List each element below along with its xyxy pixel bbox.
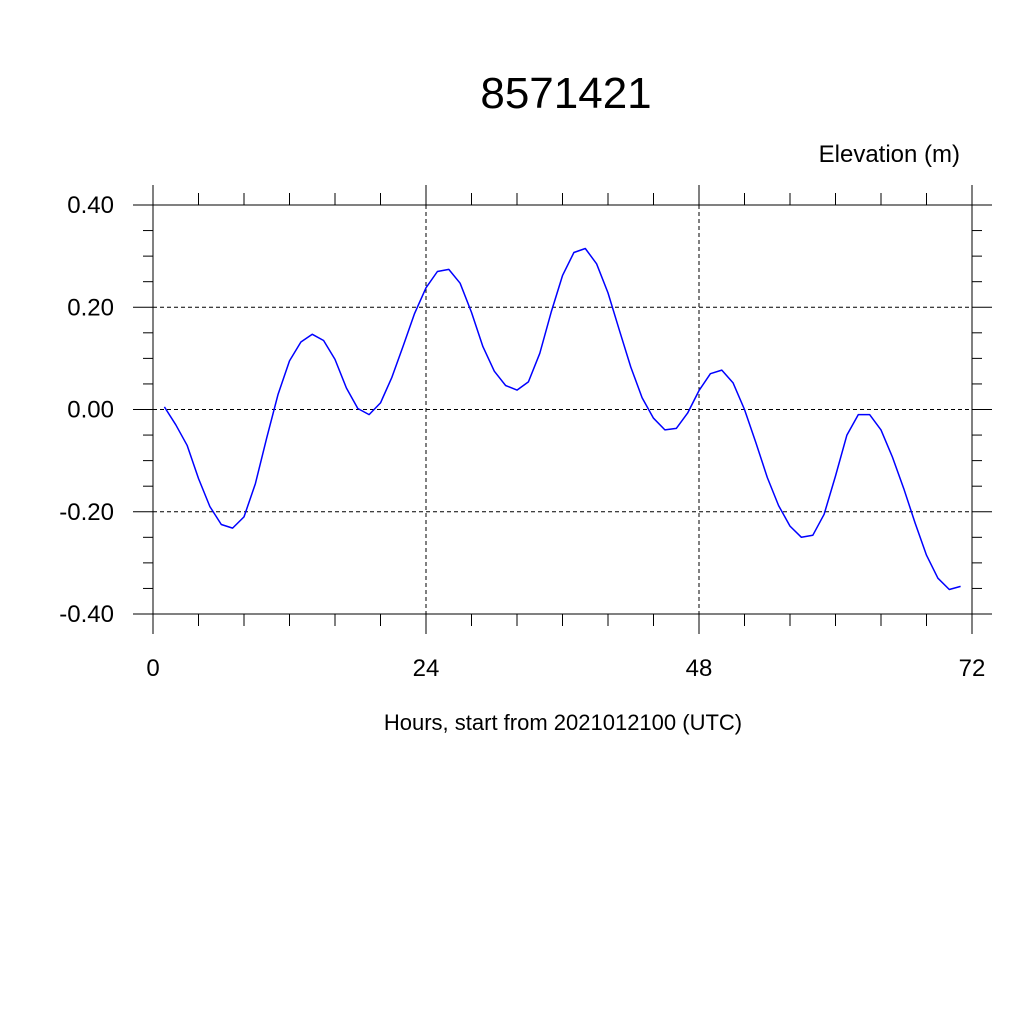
y-tick-labels: -0.40 -0.20 0.00 0.20 0.40: [59, 192, 114, 628]
y-unit-label: Elevation (m): [819, 141, 960, 168]
y-tick-label: -0.40: [59, 601, 114, 628]
y-tick-label: -0.20: [59, 499, 114, 526]
y-tick-label: 0.00: [67, 397, 114, 424]
series-line-0: [163, 247, 961, 591]
x-tick-label: 0: [146, 655, 159, 682]
series-layer: [163, 247, 961, 591]
x-axis-label: Hours, start from 2021012100 (UTC): [384, 710, 742, 735]
grid-lines: [153, 204, 972, 615]
x-tick-label: 48: [686, 655, 713, 682]
chart-title: 8571421: [480, 69, 651, 118]
x-tick-label: 24: [413, 655, 440, 682]
y-tick-label: 0.20: [67, 294, 114, 321]
y-tick-label: 0.40: [67, 192, 114, 219]
axis-ticks: [133, 185, 992, 634]
x-tick-label: 72: [959, 655, 986, 682]
x-tick-labels: 0 24 48 72: [146, 655, 985, 682]
